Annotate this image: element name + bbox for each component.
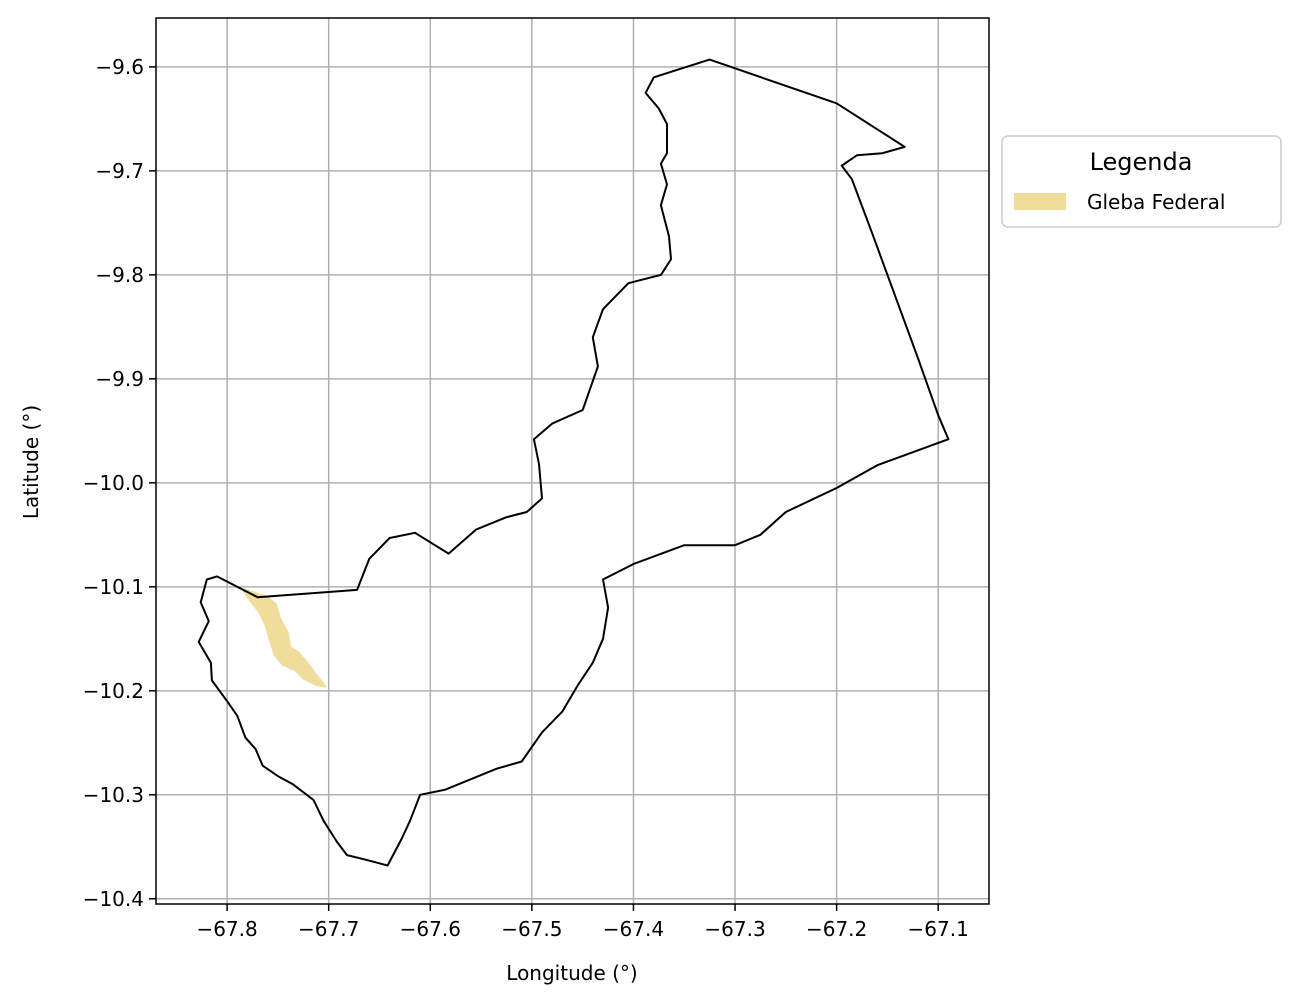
legend-frame	[1001, 135, 1282, 228]
municipality-boundary	[197, 58, 950, 867]
x-axis-ticks: −67.8 −67.7 −67.6 −67.5 −67.4 −67.3 −67.2 −67.1	[196, 904, 969, 941]
x-tick-label: −67.7	[298, 917, 359, 941]
x-axis-title: Longitude (°)	[506, 961, 637, 985]
y-tick-label: −10.4	[83, 887, 144, 911]
x-tick-label: −67.4	[603, 917, 664, 941]
y-tick-label: −10.3	[83, 783, 144, 807]
y-tick-label: −10.2	[83, 679, 144, 703]
y-tick-label: −9.9	[95, 367, 144, 391]
x-tick-label: −67.8	[196, 917, 257, 941]
y-tick-label: −9.7	[95, 159, 144, 183]
boundary-layer	[197, 58, 950, 867]
x-tick-label: −67.1	[908, 917, 969, 941]
area-gleba-federal	[241, 587, 327, 688]
area-layer	[241, 587, 327, 688]
horizontal-gridlines	[156, 66, 989, 900]
legend-title: Legenda	[1090, 148, 1193, 176]
y-tick-label: −10.1	[83, 575, 144, 599]
legend-swatch-gleba-federal	[1014, 193, 1066, 210]
plot-frame	[155, 17, 990, 905]
plot-area	[155, 17, 990, 905]
y-tick-label: −9.8	[95, 263, 144, 287]
vertical-gridlines	[226, 18, 939, 904]
plot-background	[156, 18, 989, 904]
x-tick-label: −67.5	[501, 917, 562, 941]
x-tick-label: −67.3	[704, 917, 765, 941]
legend-label-gleba-federal: Gleba Federal	[1087, 190, 1225, 214]
y-axis-ticks: −9.6 −9.7 −9.8 −9.9 −10.0 −10.1 −10.2 −10.3 −10.…	[83, 55, 156, 911]
x-tick-label: −67.6	[400, 917, 461, 941]
y-tick-label: −10.0	[83, 471, 144, 495]
y-tick-label: −9.6	[95, 55, 144, 79]
x-tick-label: −67.2	[806, 917, 867, 941]
legend: Legenda Gleba Federal	[1001, 135, 1282, 228]
y-axis-title: Latitude (°)	[19, 405, 43, 519]
